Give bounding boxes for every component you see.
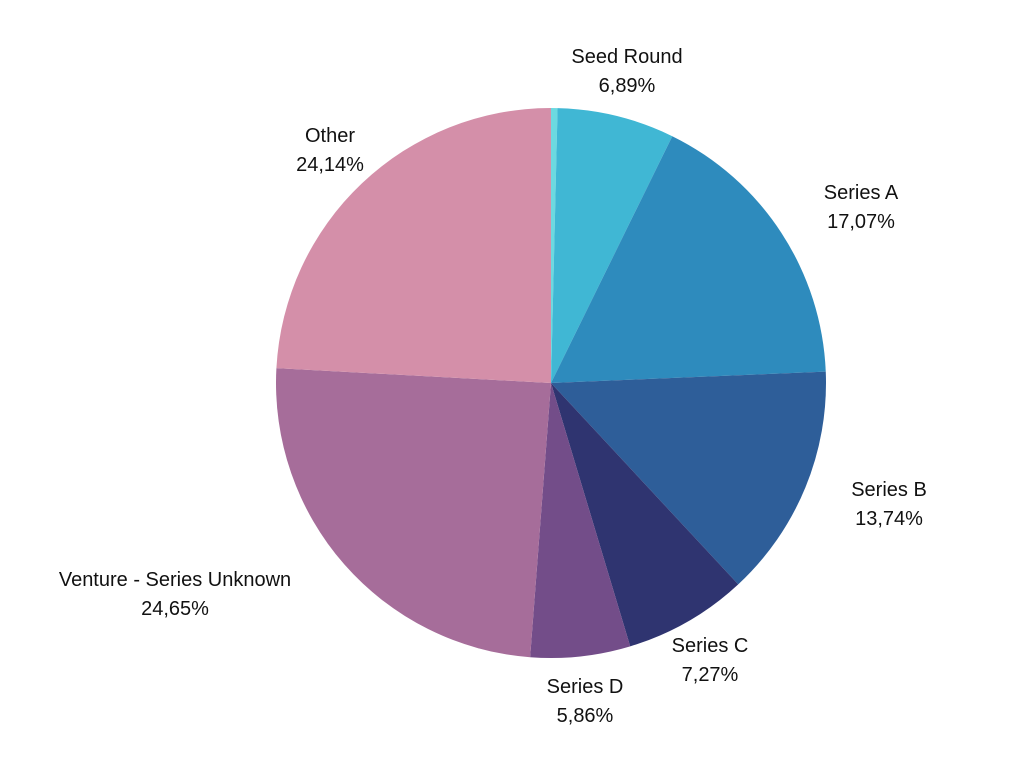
- slice-label-value: 13,74%: [855, 508, 923, 530]
- slice-label-value: 24,65%: [141, 598, 209, 620]
- slice-label: Series C 7,27%: [672, 632, 749, 690]
- pie-slice-venture-series-unknown: [275, 368, 551, 658]
- pie-slice-series-b: [551, 371, 826, 585]
- slice-label-name: Series C: [671, 635, 749, 657]
- slice-label-name: Series B: [851, 479, 927, 501]
- slice-label-value: 24,14%: [296, 154, 364, 176]
- slice-label-value: 17,07%: [827, 211, 895, 233]
- slice-label: Series A 17,07%: [824, 179, 898, 237]
- slice-label-name: Venture - Series Unknown: [58, 569, 292, 591]
- slice-label-value: 7,27%: [681, 664, 739, 686]
- pie-slice-other: [276, 107, 551, 384]
- slice-label-value: 6,89%: [598, 75, 656, 97]
- pie-slice-series-d: [530, 383, 631, 658]
- pie-slice-series-c: [551, 383, 739, 647]
- slice-label: Other 24,14%: [296, 122, 364, 180]
- pie-slice-unlabeled: [551, 108, 558, 383]
- slice-label-value: 5,86%: [556, 705, 614, 727]
- slice-label: Series D 5,86%: [547, 673, 624, 731]
- pie-slice-seed-round: [551, 108, 673, 384]
- slice-label-name: Series D: [546, 676, 624, 698]
- slice-label: Venture - Series Unknown 24,65%: [59, 566, 291, 624]
- pie-slice-series-a: [551, 136, 826, 383]
- slice-label-name: Other: [304, 125, 356, 147]
- slice-label: Seed Round 6,89%: [571, 43, 682, 101]
- slice-label-name: Seed Round: [571, 46, 683, 68]
- slice-label-name: Series A: [823, 182, 899, 204]
- slice-label: Series B 13,74%: [851, 476, 927, 534]
